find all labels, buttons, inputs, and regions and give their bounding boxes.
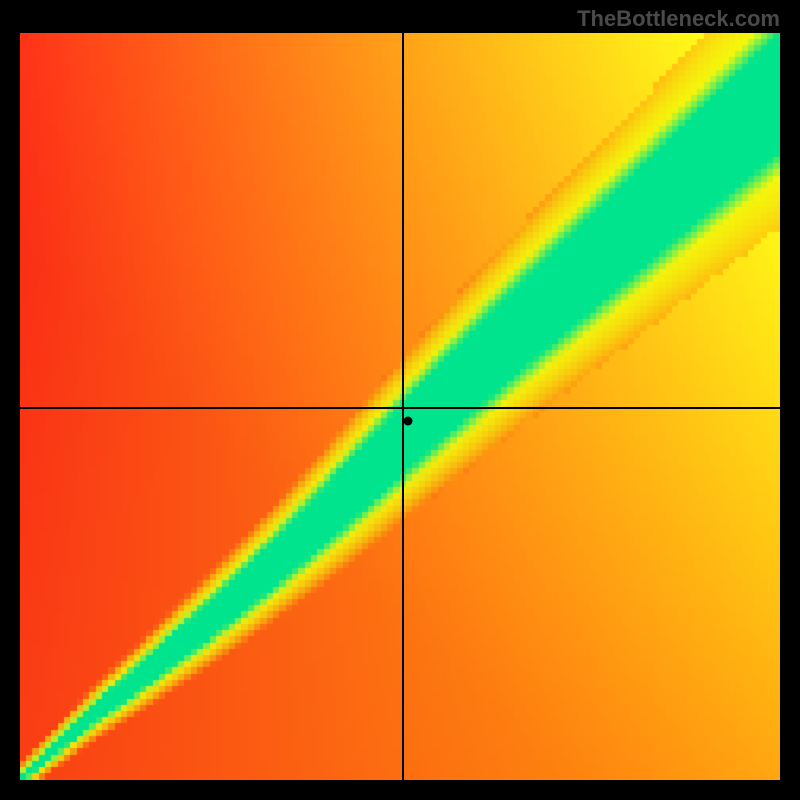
selection-marker [403,417,412,426]
watermark-text: TheBottleneck.com [577,6,780,32]
crosshair-vertical [402,33,404,780]
crosshair-horizontal [20,407,780,409]
